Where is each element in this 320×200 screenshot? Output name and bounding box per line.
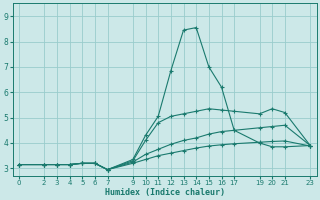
X-axis label: Humidex (Indice chaleur): Humidex (Indice chaleur) (105, 188, 225, 197)
